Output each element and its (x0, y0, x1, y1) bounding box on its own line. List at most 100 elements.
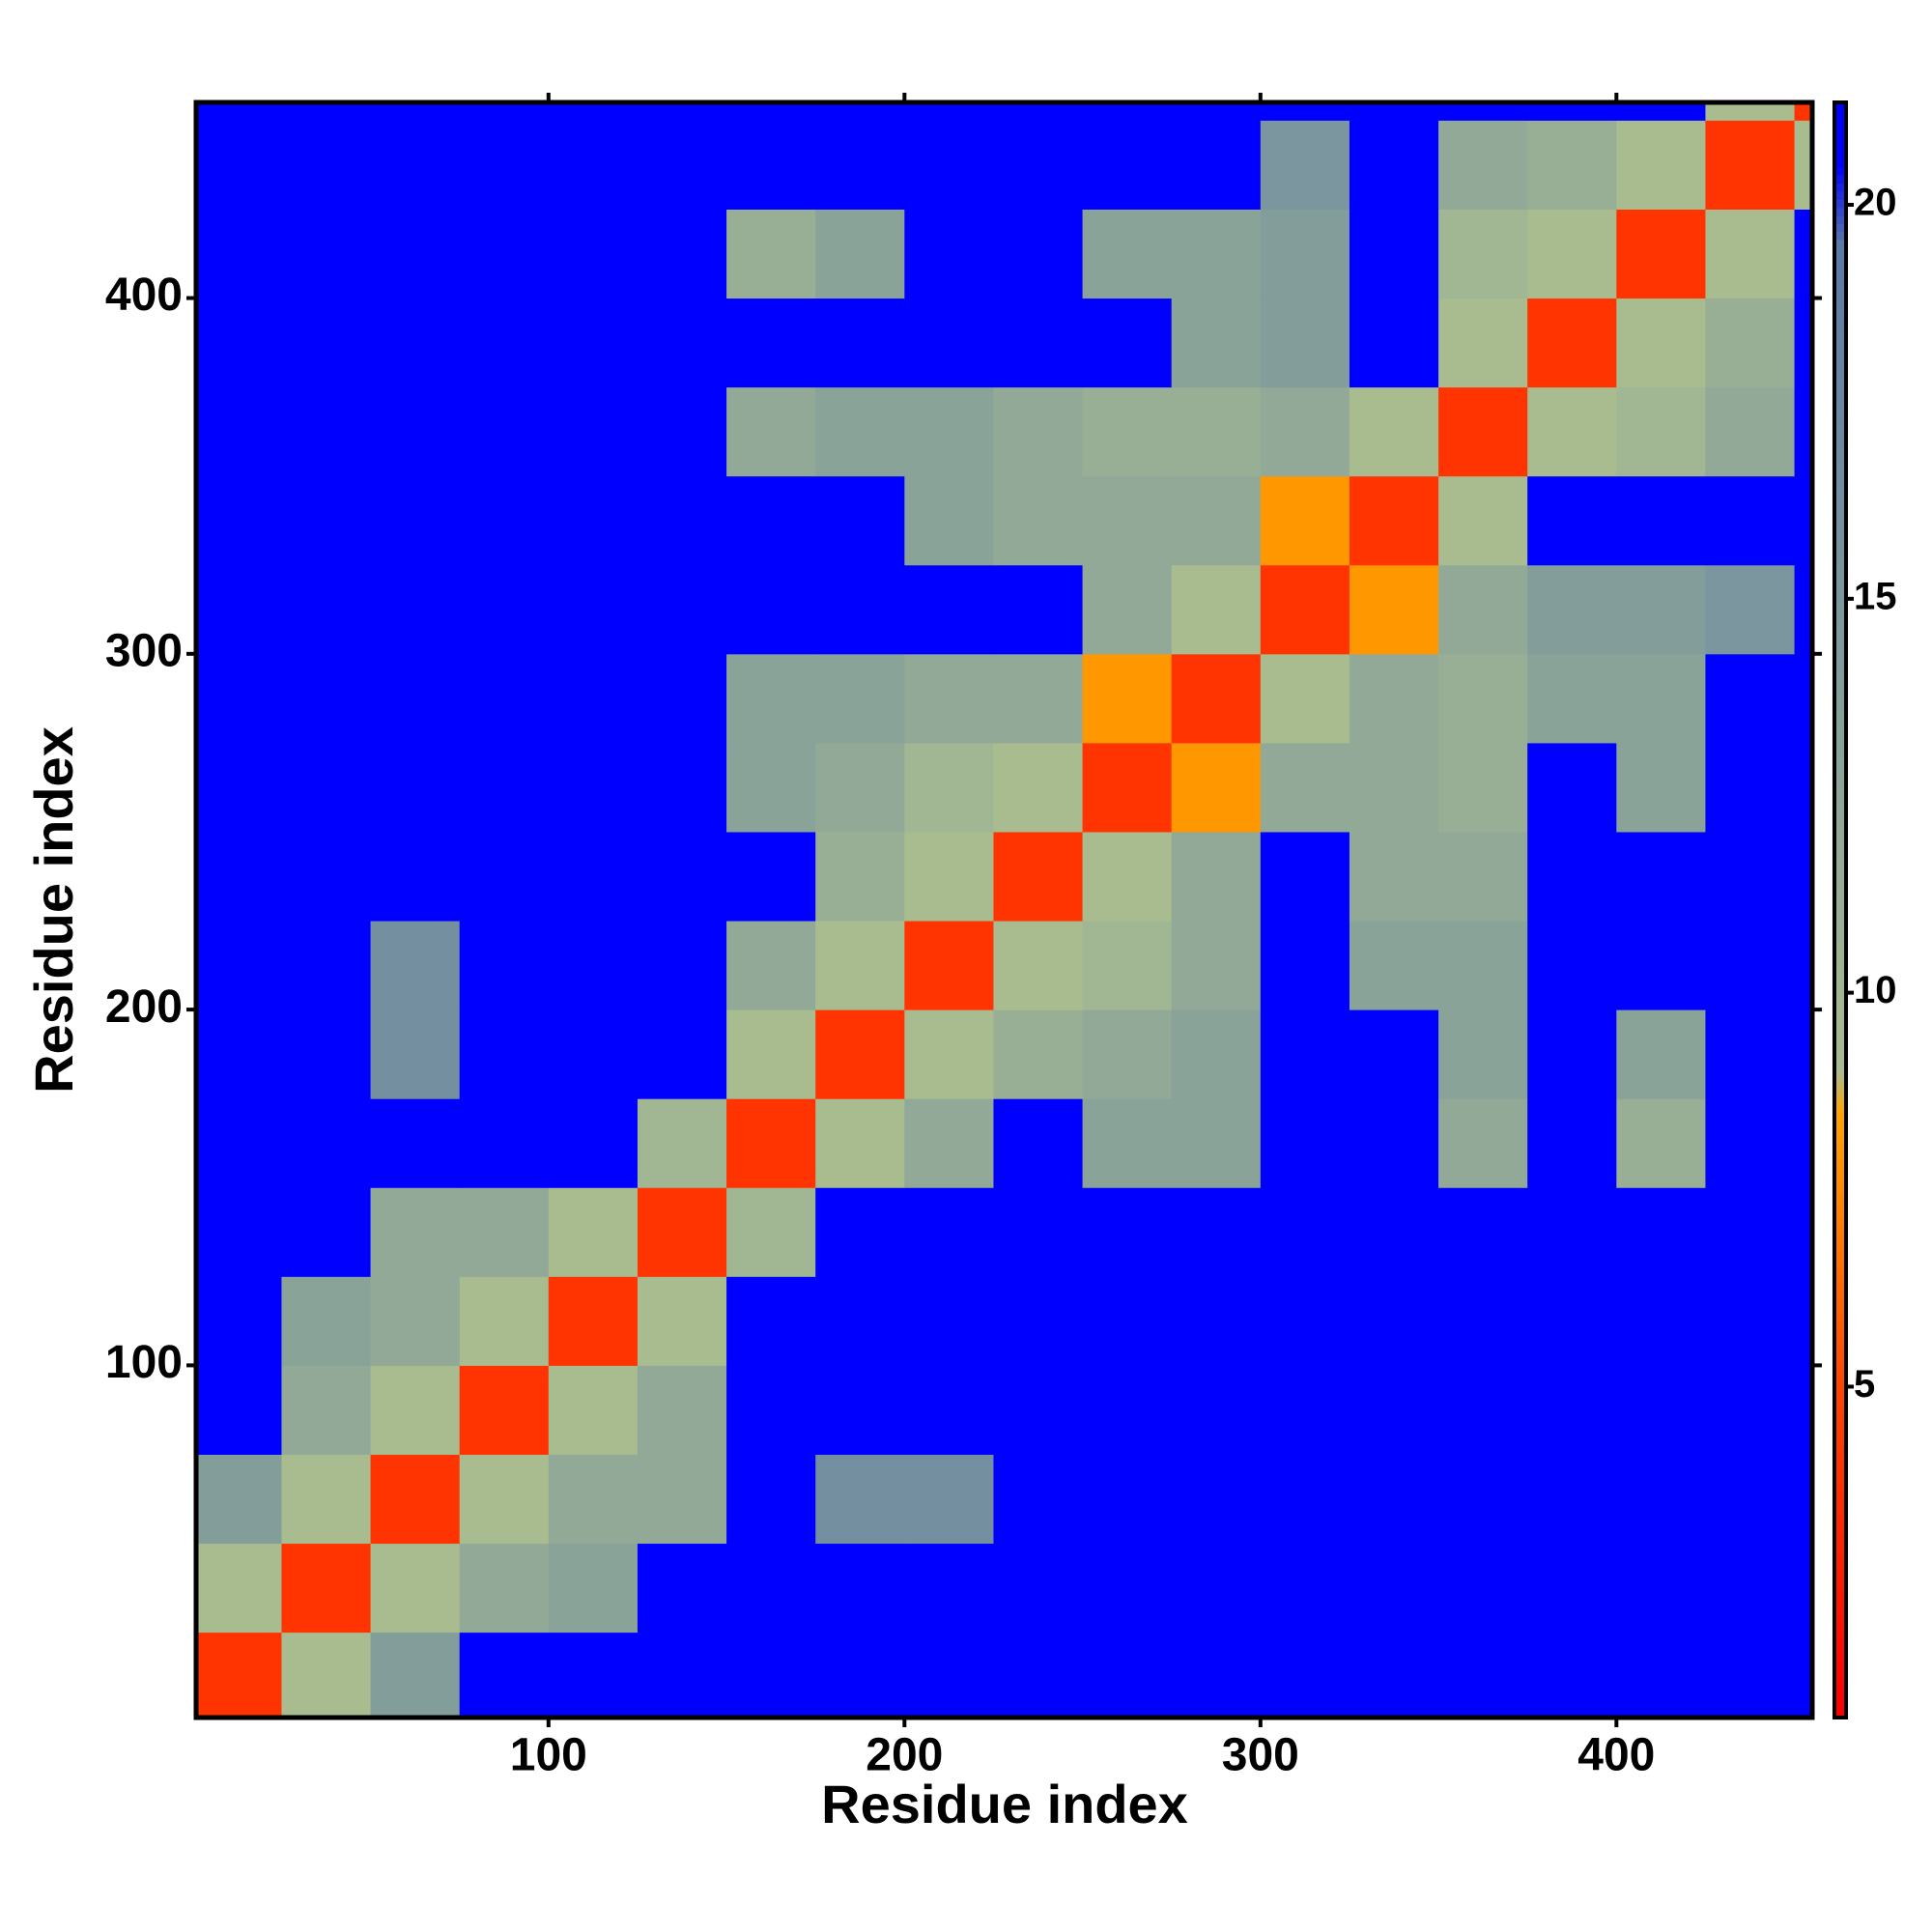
colorbar-step (1834, 619, 1846, 628)
colorbar-step (1834, 1709, 1846, 1719)
colorbar-step (1834, 1176, 1846, 1185)
heat-cell (370, 1009, 461, 1099)
y-axis-label: Residue index (23, 726, 84, 1094)
colorbar-step (1834, 724, 1846, 733)
heat-cell (637, 653, 727, 744)
colorbar-step (1834, 950, 1846, 959)
heat-cell (459, 386, 550, 477)
colorbar-step (1834, 570, 1846, 580)
colorbar-step (1834, 925, 1846, 935)
heat-cell (548, 102, 639, 121)
colorbar-step (1834, 1047, 1846, 1056)
heat-cell (1171, 742, 1262, 833)
x-tick-label: 200 (866, 1730, 943, 1781)
heat-cell (1794, 209, 1813, 299)
heat-cell (815, 564, 905, 655)
colorbar-step (1834, 586, 1846, 596)
heat-cell (548, 386, 639, 477)
heat-cell (1438, 209, 1528, 299)
colorbar-step (1834, 151, 1846, 160)
colorbar-step (1834, 692, 1846, 701)
heat-cell (1705, 1632, 1796, 1719)
heat-cell (1171, 386, 1262, 477)
colorbar-step (1834, 1079, 1846, 1089)
heat-cell (1527, 1187, 1617, 1277)
heat-cell (1794, 386, 1813, 477)
heat-cell (815, 1365, 905, 1455)
heat-cell (1260, 1454, 1350, 1545)
colorbar-step (1834, 296, 1846, 305)
heat-cell (726, 742, 816, 833)
heat-cell (904, 1187, 994, 1277)
heat-cell (1082, 1009, 1173, 1099)
heat-cell (1616, 653, 1706, 744)
colorbar-step (1834, 910, 1846, 919)
colorbar-step (1834, 1112, 1846, 1121)
heat-cell (1260, 831, 1350, 922)
colorbar-step (1834, 175, 1846, 185)
colorbar-step (1834, 1289, 1846, 1298)
heat-cell (459, 1543, 550, 1634)
heat-cell (370, 831, 461, 922)
colorbar-step (1834, 1386, 1846, 1396)
heat-cell (459, 1009, 550, 1099)
colorbar-step (1834, 643, 1846, 652)
colorbar-step (1834, 579, 1846, 588)
colorbar-step (1834, 788, 1846, 798)
heat-cell (1349, 653, 1439, 744)
heat-cell (904, 653, 994, 744)
heat-cell (637, 1543, 727, 1634)
heat-cell (1527, 1009, 1617, 1099)
heat-cell (1794, 1009, 1813, 1099)
colorbar-step (1834, 1233, 1846, 1242)
heat-cell (993, 564, 1084, 655)
heat-cell (1794, 1543, 1813, 1634)
heat-cell (726, 120, 816, 210)
colorbar-step (1834, 304, 1846, 313)
heat-cell (548, 298, 639, 388)
heat-cell (281, 1276, 372, 1366)
heat-cell (1082, 1187, 1173, 1277)
heat-cell (1082, 564, 1173, 655)
colorbar-step (1834, 1394, 1846, 1404)
heat-cell (281, 1543, 372, 1634)
colorbar-step (1834, 231, 1846, 241)
heat-cell (548, 475, 639, 566)
colorbar-step (1834, 1636, 1846, 1646)
heat-cell (459, 1098, 550, 1188)
colorbar-step (1834, 1168, 1846, 1178)
heat-cell (548, 1098, 639, 1188)
heat-cell (281, 653, 372, 744)
heat-cell (1349, 1276, 1439, 1366)
heat-cell (1171, 831, 1262, 922)
heat-cell (1438, 1632, 1528, 1719)
colorbar-step (1834, 377, 1846, 386)
heat-cell (1794, 1365, 1813, 1455)
colorbar-step (1834, 1007, 1846, 1016)
heat-cell (1527, 742, 1617, 833)
colorbar-step (1834, 594, 1846, 604)
heat-cell (993, 1365, 1084, 1455)
colorbar-step (1834, 1491, 1846, 1500)
colorbar-step (1834, 1523, 1846, 1533)
colorbar-step (1834, 1321, 1846, 1331)
heat-cell (815, 921, 905, 1010)
heat-cell (1171, 1098, 1262, 1188)
colorbar-step (1834, 118, 1846, 128)
heat-cell (1260, 1365, 1350, 1455)
colorbar-step (1834, 166, 1846, 176)
colorbar-step (1834, 845, 1846, 854)
heat-cell (1438, 1187, 1528, 1277)
colorbar-step (1834, 1612, 1846, 1622)
heat-cell (1705, 120, 1796, 210)
heat-cell (1794, 298, 1813, 388)
heat-cell (281, 102, 372, 121)
heat-cell (993, 102, 1084, 121)
heat-cell (993, 921, 1084, 1010)
heat-cell (370, 1543, 461, 1634)
heat-cell (1082, 1632, 1173, 1719)
heat-cell (1527, 1098, 1617, 1188)
heat-cell (904, 1543, 994, 1634)
heat-cell (548, 1454, 639, 1545)
heat-cell (637, 1187, 727, 1277)
